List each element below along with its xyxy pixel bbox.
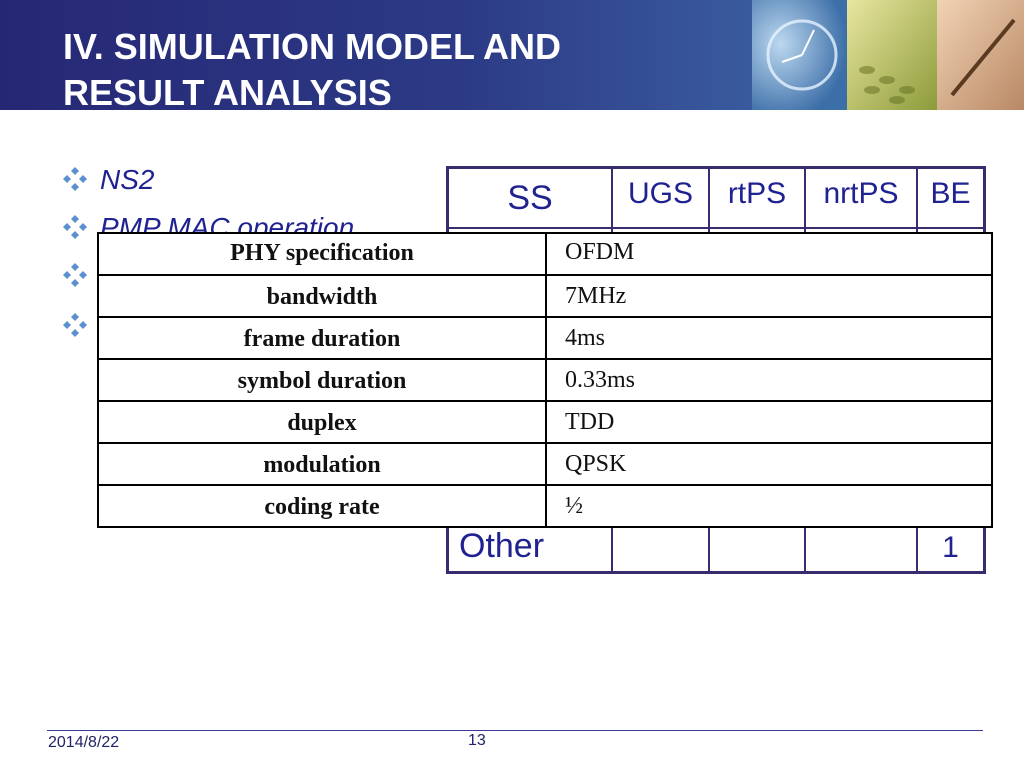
phy-label: symbol duration xyxy=(237,368,407,394)
table-divider xyxy=(99,484,991,486)
four-diamond-bullet-icon xyxy=(63,263,87,287)
ss-row-label-other: Other xyxy=(459,527,545,565)
table-row: coding rate ½ xyxy=(99,486,991,528)
phy-value: 4ms xyxy=(565,325,606,351)
phy-label: modulation xyxy=(263,452,381,478)
phy-value: QPSK xyxy=(565,451,627,477)
ss-header-ss: SS xyxy=(507,179,553,217)
ss-header-nrtps: nrtPS xyxy=(823,177,899,210)
phy-label: coding rate xyxy=(264,494,380,520)
four-diamond-bullet-icon xyxy=(63,215,87,239)
table-divider xyxy=(99,358,991,360)
table-divider xyxy=(99,442,991,444)
page-number: 13 xyxy=(468,732,486,749)
phy-label: frame duration xyxy=(243,326,401,352)
footer-date: 2014/8/22 xyxy=(48,734,120,751)
phy-value: TDD xyxy=(565,409,615,435)
table-row: duplex TDD xyxy=(99,402,991,444)
phy-value: ½ xyxy=(565,493,583,519)
title-line-1: IV. SIMULATION MODEL AND xyxy=(63,26,562,67)
phy-label: PHY specification xyxy=(230,240,414,266)
ss-header-be: BE xyxy=(930,177,971,210)
bullet-text: NS2 xyxy=(100,164,155,195)
phy-spec-table: PHY specification OFDM bandwidth 7MHz fr… xyxy=(97,232,993,528)
four-diamond-bullet-icon xyxy=(63,313,87,337)
phy-label: bandwidth xyxy=(266,284,378,310)
four-diamond-bullet-icon xyxy=(63,167,87,191)
table-divider xyxy=(99,400,991,402)
slide-header: IV. SIMULATION MODEL AND RESULT ANALYSIS xyxy=(0,0,1024,110)
table-row: PHY specification OFDM xyxy=(99,234,991,276)
header-decorative-collage xyxy=(752,0,1024,110)
title-line-2: RESULT ANALYSIS xyxy=(63,72,392,110)
phy-value: 7MHz xyxy=(565,283,627,309)
table-divider xyxy=(99,316,991,318)
footer-divider xyxy=(47,730,983,731)
ss-cell-be-other: 1 xyxy=(942,531,959,564)
table-divider xyxy=(545,234,547,526)
ss-header-ugs: UGS xyxy=(627,177,693,210)
table-row: bandwidth 7MHz xyxy=(99,276,991,318)
table-divider xyxy=(99,274,991,276)
bullet-item xyxy=(62,310,100,342)
table-row: modulation QPSK xyxy=(99,444,991,486)
table-row: frame duration 4ms xyxy=(99,318,991,360)
bullet-item xyxy=(62,260,100,292)
slide-title: IV. SIMULATION MODEL AND RESULT ANALYSIS xyxy=(63,24,703,110)
table-divider xyxy=(449,227,983,229)
bullet-item: NS2 xyxy=(62,164,154,196)
ss-header-rtps: rtPS xyxy=(727,177,787,210)
phy-label: duplex xyxy=(287,410,357,436)
phy-value: 0.33ms xyxy=(565,367,636,393)
table-row: symbol duration 0.33ms xyxy=(99,360,991,402)
phy-value: OFDM xyxy=(565,239,635,265)
